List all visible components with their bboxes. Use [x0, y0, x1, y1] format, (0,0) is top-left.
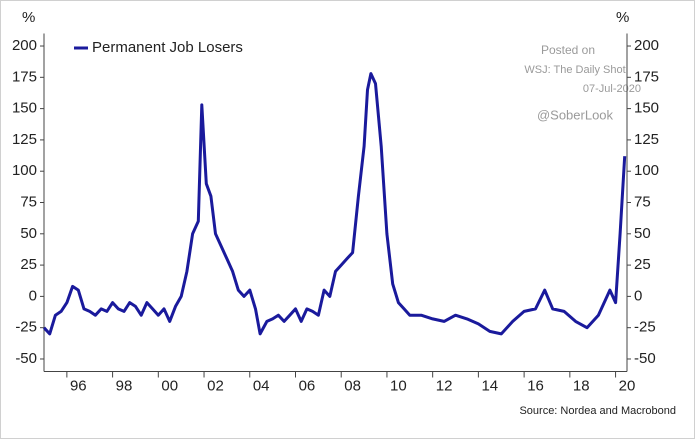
y2-tick-label: 150	[634, 100, 659, 117]
watermark: @SoberLook	[537, 107, 614, 122]
y-tick-label: 100	[12, 162, 37, 179]
x-tick-label: 02	[207, 377, 224, 394]
x-tick-label: 08	[344, 377, 361, 394]
x-tick-label: 18	[573, 377, 590, 394]
x-tick-label: 14	[481, 377, 498, 394]
watermark: 07-Jul-2020	[583, 83, 641, 95]
y2-tick-label: -50	[634, 350, 656, 367]
y-tick-label: 50	[20, 225, 37, 242]
y-tick-label: 150	[12, 100, 37, 117]
x-tick-label: 12	[436, 377, 453, 394]
x-tick-label: 96	[70, 377, 87, 394]
y2-axis-label: %	[616, 9, 629, 26]
y2-tick-label: 75	[634, 193, 651, 210]
y2-tick-label: -25	[634, 319, 656, 336]
x-tick-label: 98	[116, 377, 133, 394]
x-tick-label: 10	[390, 377, 407, 394]
y-tick-label: 175	[12, 68, 37, 85]
y-tick-label: 25	[20, 256, 37, 273]
y-tick-label: -25	[15, 319, 37, 336]
y2-tick-label: 125	[634, 131, 659, 148]
x-tick-label: 16	[527, 377, 544, 394]
y-axis-label: %	[22, 9, 35, 26]
source: Source: Nordea and Macrobond	[519, 405, 676, 417]
legend-label: Permanent Job Losers	[92, 39, 243, 56]
y2-tick-label: 0	[634, 287, 642, 304]
x-tick-label: 00	[161, 377, 178, 394]
y2-tick-label: 100	[634, 162, 659, 179]
watermark: WSJ: The Daily Shot	[524, 64, 625, 76]
y2-tick-label: 175	[634, 68, 659, 85]
y-tick-label: 200	[12, 37, 37, 54]
line-series	[42, 72, 627, 336]
watermark: Posted on	[541, 43, 595, 57]
y-tick-label: 0	[29, 287, 37, 304]
y-tick-label: -50	[15, 350, 37, 367]
x-tick-label: 04	[253, 377, 270, 394]
y-tick-label: 125	[12, 131, 37, 148]
y-tick-label: 75	[20, 193, 37, 210]
y2-tick-label: 25	[634, 256, 651, 273]
y2-tick-label: 50	[634, 225, 651, 242]
x-tick-label: 20	[619, 377, 636, 394]
y2-tick-label: 200	[634, 37, 659, 54]
x-tick-label: 06	[299, 377, 316, 394]
